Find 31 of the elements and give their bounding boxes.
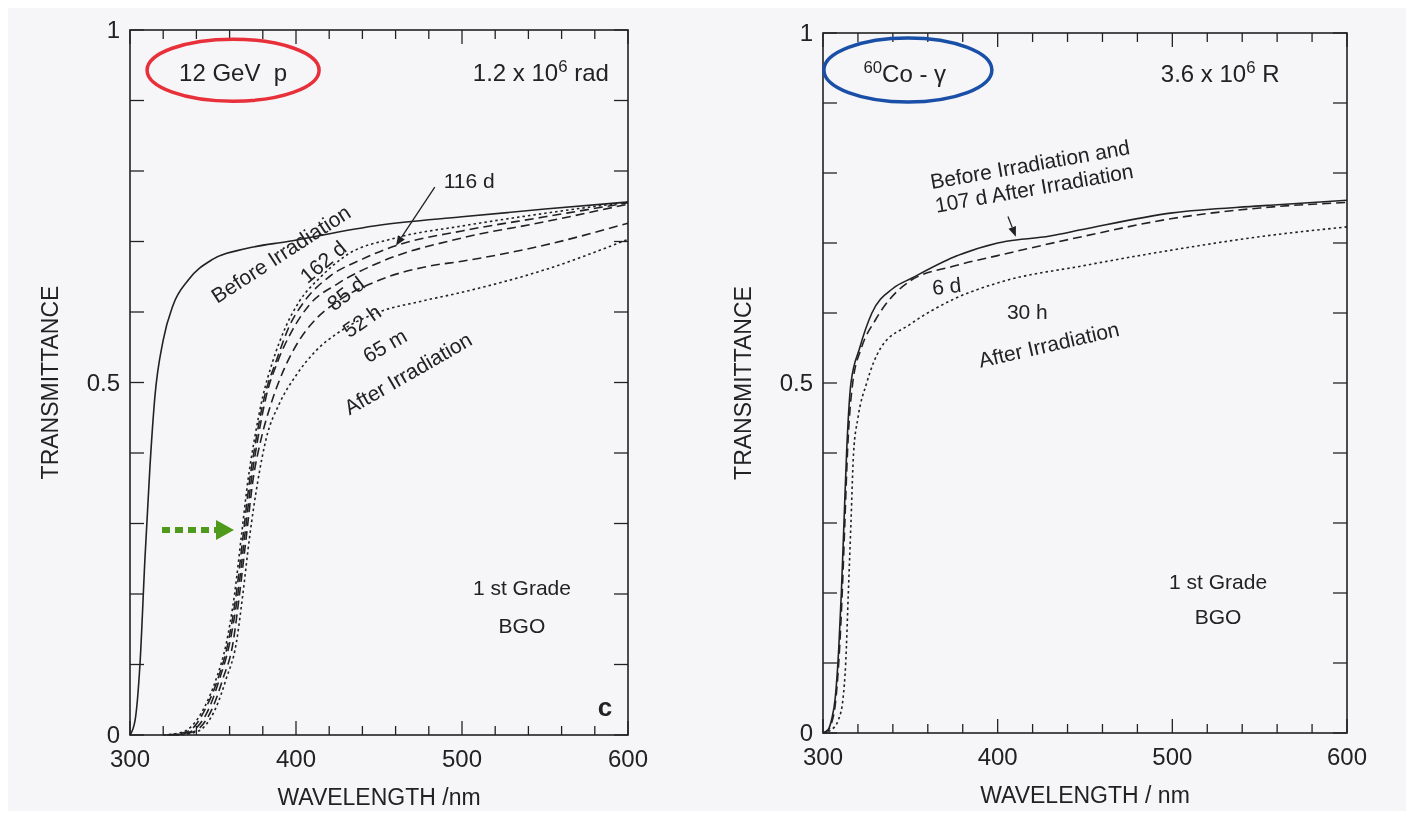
x-tick-label: 500 <box>1152 743 1193 770</box>
annotation: 1 st Grade <box>1169 570 1268 594</box>
x-tick-label: 500 <box>441 745 483 772</box>
annotation: $^{60}$Co - γ <box>863 57 947 87</box>
annotation: c <box>597 691 613 722</box>
y-tick-label: 0 <box>106 721 120 748</box>
annotation: 3.6 x 10$^{6}$ R <box>1160 57 1280 87</box>
series-label: 30 h <box>1006 299 1048 323</box>
y-axis-title: TRANSMITTANCE <box>37 285 63 480</box>
y-tick-label: 1 <box>106 16 120 43</box>
x-tick-label: 300 <box>802 743 844 770</box>
x-tick-label: 600 <box>607 745 649 772</box>
x-tick-label: 400 <box>275 745 317 772</box>
annotation: 1.2 x 10$^{6}$ rad <box>472 56 609 86</box>
x-tick-label: 300 <box>109 745 151 772</box>
y-tick-label: 0.5 <box>86 368 120 396</box>
y-axis-title: TRANSMITTANCE <box>730 286 756 480</box>
series-label: 116 d <box>443 168 495 192</box>
x-axis-title: WAVELENGTH /nm <box>277 784 481 810</box>
y-tick-label: 0.5 <box>779 369 813 396</box>
x-tick-label: 600 <box>1326 743 1368 770</box>
text: Before Irradiation and 107 d After Irradiation <box>928 135 1135 217</box>
annotation: 1 st Grade <box>472 576 571 600</box>
y-tick-label: 1 <box>799 19 813 46</box>
x-tick-label: 400 <box>977 743 1018 770</box>
annotation: 12 GeV p <box>179 58 288 86</box>
annotation: BGO <box>1194 605 1242 629</box>
annotation: BGO <box>498 614 546 638</box>
x-axis-title: WAVELENGTH / nm <box>980 782 1190 808</box>
y-tick-label: 0 <box>799 719 813 746</box>
text: 6 d <box>930 272 963 299</box>
